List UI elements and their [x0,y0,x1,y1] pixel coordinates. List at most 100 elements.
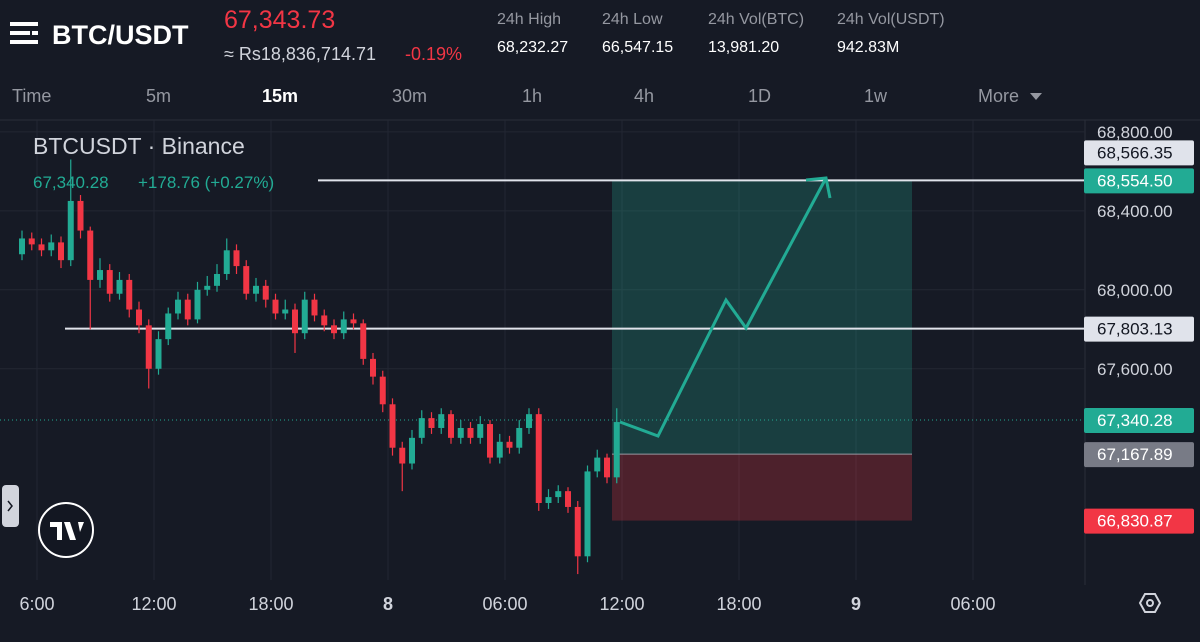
loss-zone [612,454,912,521]
stat-label: 24h Vol(USDT) [837,11,945,28]
candle-body [457,427,464,438]
candle-body [204,285,211,290]
stat-value: 13,981.20 [708,39,780,56]
stat-value: 68,232.27 [497,39,569,56]
candle-body [223,250,230,274]
stat-value: 942.83M [837,39,900,56]
timeframe-tab[interactable]: 1w [864,86,888,106]
timeframe-tab[interactable]: 4h [634,86,655,106]
stat-label: 24h Vol(BTC) [708,11,805,28]
menu-icon[interactable] [10,20,40,46]
legend-change: +178.76 (+0.27%) [138,173,274,192]
price-label-bg [1084,316,1194,342]
candle-body [535,414,542,504]
candle-body [574,506,581,557]
x-tick-label: 06:00 [482,594,527,614]
y-tick-label: 67,600.00 [1097,360,1173,379]
candle-body [555,491,562,498]
candle-body [526,414,532,428]
candle-body [165,313,172,340]
side-toggle[interactable] [2,485,19,527]
candle-body [126,279,133,310]
candle-body [613,422,620,478]
candle-body [243,266,250,294]
x-tick-label: 18:00 [716,594,761,614]
candle-body [448,414,454,438]
candle-body [155,339,162,369]
side-toggle-icon [7,500,13,512]
settings-icon[interactable] [1138,593,1162,613]
candle-body [428,418,435,428]
fiat-price: ≈ Rs18,836,714.71 [224,44,376,64]
timeframe-tab[interactable]: 5m [146,86,172,106]
price-label: 66,830.87 [1097,512,1173,531]
candle-body [292,309,298,334]
projection-arrow [619,177,828,438]
candle-body [38,244,45,251]
profit-zone [612,180,912,455]
price-label-bg [1084,140,1194,166]
stat-label: 24h Low [602,11,663,28]
candle-body [301,299,308,334]
candle-body [389,404,396,448]
symbol[interactable]: BTC/USDT [52,20,189,50]
candle-body [370,358,376,377]
candle-body [350,319,357,324]
candle-body [77,200,84,231]
candle-body [58,242,64,261]
candle-body [438,414,445,428]
timeframe-tab[interactable]: 1D [748,86,772,106]
candle-body [331,325,337,334]
price-label-bg [1084,168,1194,194]
candle-body [418,418,425,438]
candle-body [184,299,191,320]
timeframe-tab[interactable]: 1h [522,86,543,106]
candle-body [136,309,142,326]
y-tick-label: 68,800.00 [1097,123,1173,142]
price-label-bg [1084,508,1194,534]
arrow-head [805,176,832,199]
x-tick-label: 6:00 [19,594,54,614]
y-tick-label: 68,000.00 [1097,281,1173,300]
x-tick-label: 18:00 [248,594,293,614]
last-price: 67,343.73 [224,6,336,34]
candle-body [584,471,591,557]
price-label: 68,566.35 [1097,143,1173,162]
legend-price: 67,340.28 [33,173,109,192]
candle-body [467,427,474,438]
timeframe-tab[interactable]: Time [12,86,52,106]
candle-body [477,424,484,438]
x-tick-label: 06:00 [950,594,995,614]
price-label: 68,554.50 [1097,171,1173,190]
candle-body [545,497,552,504]
candle-body [321,315,328,326]
y-tick-label: 68,400.00 [1097,202,1173,221]
candle-body [506,441,513,448]
price-label-bg [1084,442,1194,468]
price-label-bg [1084,408,1194,434]
settings-icon-dot [1146,599,1154,607]
candle-body [604,457,610,478]
candle-body [97,270,103,280]
price-label: 67,167.89 [1097,445,1173,464]
timeframe-tab[interactable]: More [978,86,1020,106]
candle-body [487,424,493,458]
price-label: 67,803.13 [1097,320,1173,339]
tv-logo [38,502,94,558]
candle-body [116,279,123,294]
candle-body [272,299,279,314]
timeframe-tab[interactable]: 15m [262,86,299,106]
candle-body [282,309,289,314]
stat-label: 24h High [497,11,562,28]
candle-body [516,427,523,448]
candle-body [233,250,240,267]
candle-body [340,319,347,334]
stat-value: 66,547.15 [602,39,674,56]
candle-body [399,447,406,464]
timeframe-tab[interactable]: 30m [392,86,428,106]
candle-body [48,242,55,251]
x-tick-label: 9 [851,594,861,614]
x-tick-label: 12:00 [131,594,176,614]
candle-body [311,299,318,316]
